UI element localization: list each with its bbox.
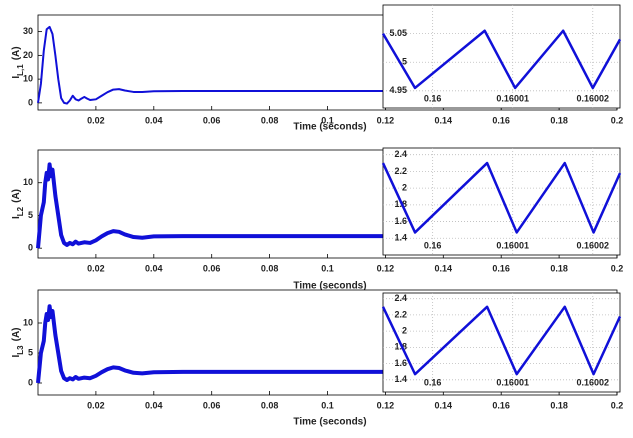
y-axis-unit: (A) <box>11 327 22 341</box>
y-tick-label: 0 <box>28 97 33 107</box>
y-tick-label: 10 <box>23 74 33 84</box>
x-axis-label: Time (seconds) <box>293 122 366 133</box>
x-tick-label: 0.16001 <box>496 377 529 387</box>
inset-plot: 4.95 5 5.05 0.16 0.16001 0.16002 <box>381 4 622 109</box>
x-tick-label: 0.04 <box>145 400 163 410</box>
y-tick-label: 5 <box>402 57 407 67</box>
y-tick-label: 2.2 <box>394 309 407 319</box>
x-tick-label: 0.12 <box>377 115 395 125</box>
y-tick-label: 4.95 <box>389 85 407 95</box>
x-tick-label: 0.16 <box>492 263 510 273</box>
y-tick-label: 30 <box>23 26 33 36</box>
y-tick-label: 2.2 <box>394 166 407 176</box>
y-tick-label: 2 <box>402 326 407 336</box>
x-tick-label: 0.14 <box>435 115 453 125</box>
y-tick-label: 10 <box>23 177 33 187</box>
y-tick-label: 2 <box>402 183 407 193</box>
x-axis-label: Time (seconds) <box>293 417 366 428</box>
y-axis-label: IL3 (A) <box>11 327 25 357</box>
y-tick-label: 1.4 <box>394 374 407 384</box>
x-tick-label: 0.02 <box>87 115 105 125</box>
x-tick-label: 0.16001 <box>496 93 529 103</box>
y-tick-label: 2.4 <box>394 149 407 159</box>
x-tick-label: 0.1 <box>321 115 334 125</box>
x-tick-label: 0.18 <box>550 400 568 410</box>
x-tick-label: 0.12 <box>377 400 395 410</box>
x-tick-label: 0.08 <box>261 263 279 273</box>
x-tick-label: 0.16 <box>424 377 442 387</box>
x-tick-label: 0.02 <box>87 263 105 273</box>
line-series <box>381 305 622 376</box>
x-tick-label: 0.16 <box>424 240 442 250</box>
x-tick-label: 0.06 <box>203 263 221 273</box>
y-tick-label: 20 <box>23 50 33 60</box>
y-axis-label: IL,1 (A) <box>11 46 25 78</box>
y-tick-label: 0 <box>28 243 33 253</box>
x-tick-label: 0.1 <box>321 263 334 273</box>
y-tick-label: 10 <box>23 317 33 327</box>
x-tick-label: 0.1 <box>321 400 334 410</box>
y-tick-label: 5.05 <box>389 28 407 38</box>
y-tick-label: 5 <box>28 210 33 220</box>
y-axis-subscript: L2 <box>16 206 25 216</box>
line-series <box>381 161 622 234</box>
x-tick-label: 0.2 <box>611 400 624 410</box>
y-axis-unit: (A) <box>11 189 22 203</box>
y-axis-symbol: I <box>11 76 22 79</box>
y-axis-unit: (A) <box>11 46 22 60</box>
x-tick-label: 0.14 <box>435 263 453 273</box>
x-tick-label: 0.06 <box>203 115 221 125</box>
x-axis-label: Time (seconds) <box>293 281 366 292</box>
x-tick-label: 0.04 <box>145 263 163 273</box>
y-axis-subscript: L,1 <box>16 64 25 76</box>
y-tick-label: 1.6 <box>394 216 407 226</box>
x-tick-label: 0.06 <box>203 400 221 410</box>
y-axis-subscript: L3 <box>16 345 25 355</box>
x-tick-label: 0.16 <box>424 93 442 103</box>
x-tick-label: 0.08 <box>261 400 279 410</box>
inset-plot: 1.41.61.822.22.40.16 0.16001 0.16002 <box>381 147 622 256</box>
y-tick-label: 2.4 <box>394 293 407 303</box>
x-tick-label: 0.16001 <box>496 240 529 250</box>
x-tick-label: 0.2 <box>611 115 624 125</box>
x-tick-label: 0.18 <box>550 263 568 273</box>
x-tick-label: 0.12 <box>377 263 395 273</box>
y-axis-symbol: I <box>11 355 22 358</box>
x-tick-label: 0.18 <box>550 115 568 125</box>
x-tick-label: 0.2 <box>611 263 624 273</box>
y-tick-label: 0 <box>28 377 33 387</box>
y-tick-label: 1.6 <box>394 358 407 368</box>
y-tick-label: 5 <box>28 347 33 357</box>
y-axis-label: IL2 (A) <box>11 189 25 219</box>
x-tick-label: 0.02 <box>87 400 105 410</box>
x-tick-label: 0.04 <box>145 115 163 125</box>
x-tick-label: 0.16002 <box>577 93 610 103</box>
x-tick-label: 0.16002 <box>577 240 610 250</box>
plot-area <box>382 147 621 256</box>
x-tick-label: 0.16 <box>492 400 510 410</box>
x-tick-label: 0.16 <box>492 115 510 125</box>
inset-plot: 1.41.61.822.22.40.16 0.16001 0.16002 <box>381 292 622 393</box>
line-series <box>36 162 386 249</box>
line-series <box>36 304 386 384</box>
line-series <box>37 25 386 105</box>
x-tick-label: 0.08 <box>261 115 279 125</box>
x-tick-label: 0.14 <box>435 400 453 410</box>
x-tick-label: 0.16002 <box>577 377 610 387</box>
y-tick-label: 1.4 <box>394 233 407 243</box>
line-series <box>381 29 622 90</box>
y-axis-symbol: I <box>11 216 22 219</box>
